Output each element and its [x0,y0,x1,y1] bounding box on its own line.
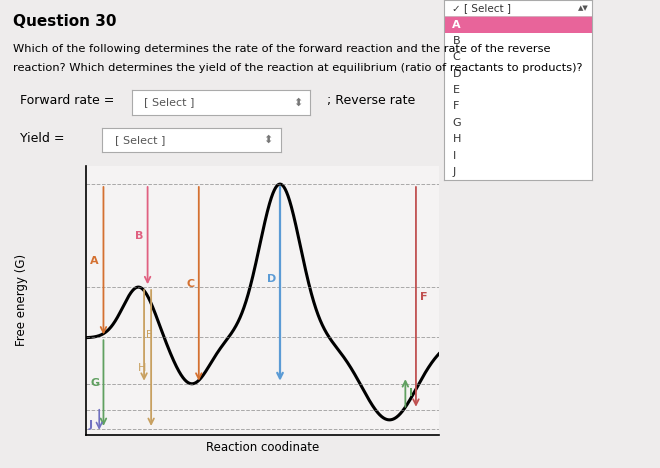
Text: Forward rate =: Forward rate = [20,94,114,107]
X-axis label: Reaction coodinate: Reaction coodinate [206,441,319,454]
Text: G: G [453,118,461,128]
Text: B: B [453,36,460,46]
Text: ; Reverse rate: ; Reverse rate [327,94,415,107]
Text: C: C [453,52,460,62]
Text: C: C [186,279,195,289]
Text: Question 30: Question 30 [13,14,117,29]
Text: D: D [267,274,276,284]
FancyBboxPatch shape [444,16,592,33]
Text: ⬍: ⬍ [293,97,302,108]
Text: A: A [90,256,98,266]
Text: ✓ [ Select ]: ✓ [ Select ] [453,3,512,13]
Text: [ Select ]: [ Select ] [145,97,195,108]
Text: ⬍: ⬍ [263,135,273,145]
Text: F: F [453,102,459,111]
Text: Free energy (G): Free energy (G) [15,254,28,345]
Text: ▲▼: ▲▼ [578,5,589,11]
Text: D: D [453,69,461,79]
Text: A: A [453,20,461,29]
Text: E: E [453,85,459,95]
Text: I: I [409,388,413,398]
Text: J: J [88,420,92,430]
Text: F: F [420,292,428,302]
Text: H: H [138,363,146,373]
Text: G: G [90,378,99,388]
Text: H: H [453,134,461,144]
Text: E: E [146,330,152,340]
Text: B: B [135,231,144,241]
Text: [ Select ]: [ Select ] [115,135,165,145]
Text: reaction? Which determines the yield of the reaction at equilibrium (ratio of re: reaction? Which determines the yield of … [13,63,583,73]
Text: J: J [453,167,455,177]
Text: I: I [453,151,455,161]
Text: Yield =: Yield = [20,132,64,145]
Text: Which of the following determines the rate of the forward reaction and the rate : Which of the following determines the ra… [13,44,550,54]
